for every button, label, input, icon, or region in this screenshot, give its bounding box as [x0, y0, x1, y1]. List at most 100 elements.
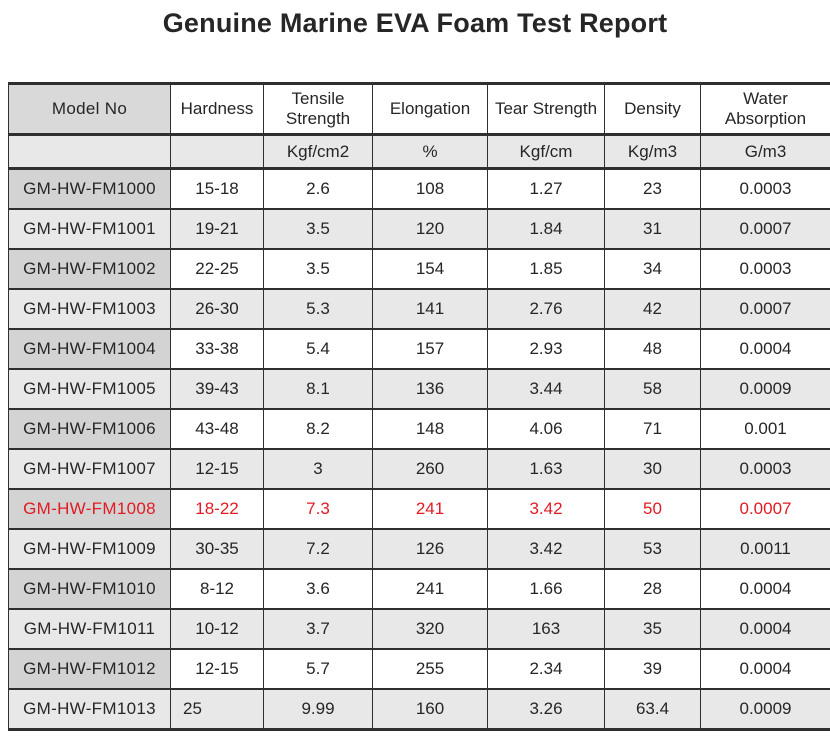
tear-cell: 1.63	[487, 448, 605, 490]
tensile-cell: 3.7	[263, 608, 373, 650]
tear-cell: 3.44	[487, 368, 605, 410]
tensile-cell: 5.3	[263, 288, 373, 330]
density-cell: 30	[604, 448, 701, 490]
density-cell: 50	[604, 488, 701, 530]
tensile-cell: 7.2	[263, 528, 373, 570]
column-header-elongation: Elongation	[372, 82, 488, 136]
density-cell: 31	[604, 208, 701, 250]
hardness-cell: 33-38	[170, 328, 264, 370]
elongation-cell: 141	[372, 288, 488, 330]
hardness-cell: 8-12	[170, 568, 264, 610]
elongation-cell: 154	[372, 248, 488, 290]
tensile-cell: 3.6	[263, 568, 373, 610]
hardness-cell: 19-21	[170, 208, 264, 250]
elongation-cell: 120	[372, 208, 488, 250]
table-row: GM-HW-FM1002 22-25 3.5 154 1.85 34 0.0003	[8, 248, 830, 290]
table-row: GM-HW-FM1012 12-15 5.7 255 2.34 39 0.0004	[8, 648, 830, 690]
elongation-cell: 157	[372, 328, 488, 370]
table-row: GM-HW-FM1003 26-30 5.3 141 2.76 42 0.0007	[8, 288, 830, 330]
hardness-cell: 10-12	[170, 608, 264, 650]
hardness-cell: 30-35	[170, 528, 264, 570]
table-row: GM-HW-FM1009 30-35 7.2 126 3.42 53 0.0011	[8, 528, 830, 570]
eva-foam-test-table: Model No Hardness Tensile Strength Elong…	[8, 82, 830, 731]
model-cell: GM-HW-FM1005	[8, 368, 171, 410]
model-cell: GM-HW-FM1011	[8, 608, 171, 650]
model-cell: GM-HW-FM1001	[8, 208, 171, 250]
elongation-cell: 241	[372, 488, 488, 530]
column-header-tensile-strength: Tensile Strength	[263, 82, 373, 136]
column-header-tear-strength: Tear Strength	[487, 82, 605, 136]
column-header-water-absorption: Water Absorption	[700, 82, 830, 136]
water-cell: 0.0004	[700, 328, 830, 370]
tensile-cell: 7.3	[263, 488, 373, 530]
elongation-cell: 241	[372, 568, 488, 610]
hardness-cell: 22-25	[170, 248, 264, 290]
column-header-density: Density	[604, 82, 701, 136]
model-cell: GM-HW-FM1009	[8, 528, 171, 570]
water-cell: 0.0003	[700, 167, 830, 210]
water-cell: 0.0004	[700, 648, 830, 690]
table-row: GM-HW-FM1010 8-12 3.6 241 1.66 28 0.0004	[8, 568, 830, 610]
density-cell: 63.4	[604, 688, 701, 731]
table-row: GM-HW-FM1008 18-22 7.3 241 3.42 50 0.0007	[8, 488, 830, 530]
tensile-cell: 3.5	[263, 248, 373, 290]
tensile-cell: 5.7	[263, 648, 373, 690]
unit-tensile-strength: Kgf/cm2	[263, 133, 373, 170]
water-cell: 0.0007	[700, 288, 830, 330]
table-row: GM-HW-FM1007 12-15 3 260 1.63 30 0.0003	[8, 448, 830, 490]
hardness-cell: 15-18	[170, 167, 264, 210]
tear-cell: 1.27	[487, 167, 605, 210]
table-row: GM-HW-FM1011 10-12 3.7 320 163 35 0.0004	[8, 608, 830, 650]
hardness-cell: 39-43	[170, 368, 264, 410]
water-cell: 0.0007	[700, 488, 830, 530]
water-cell: 0.0009	[700, 688, 830, 731]
table-row: GM-HW-FM1006 43-48 8.2 148 4.06 71 0.001	[8, 408, 830, 450]
tear-cell: 4.06	[487, 408, 605, 450]
elongation-cell: 108	[372, 167, 488, 210]
hardness-cell: 25	[170, 688, 264, 731]
table-header: Model No Hardness Tensile Strength Elong…	[8, 82, 830, 170]
unit-density: Kg/m3	[604, 133, 701, 170]
density-cell: 58	[604, 368, 701, 410]
density-cell: 23	[604, 167, 701, 210]
table-row: GM-HW-FM1001 19-21 3.5 120 1.84 31 0.0007	[8, 208, 830, 250]
model-cell: GM-HW-FM1006	[8, 408, 171, 450]
elongation-cell: 320	[372, 608, 488, 650]
model-cell: GM-HW-FM1003	[8, 288, 171, 330]
density-cell: 71	[604, 408, 701, 450]
tear-cell: 3.26	[487, 688, 605, 731]
tear-cell: 1.85	[487, 248, 605, 290]
density-cell: 34	[604, 248, 701, 290]
water-cell: 0.0007	[700, 208, 830, 250]
water-cell: 0.001	[700, 408, 830, 450]
density-cell: 48	[604, 328, 701, 370]
tensile-cell: 8.1	[263, 368, 373, 410]
model-cell: GM-HW-FM1008	[8, 488, 171, 530]
model-cell: GM-HW-FM1007	[8, 448, 171, 490]
elongation-cell: 136	[372, 368, 488, 410]
page-title: Genuine Marine EVA Foam Test Report	[162, 8, 668, 38]
tensile-cell: 9.99	[263, 688, 373, 731]
elongation-cell: 260	[372, 448, 488, 490]
tear-cell: 2.76	[487, 288, 605, 330]
unit-water-absorption: G/m3	[700, 133, 830, 170]
unit-hardness	[170, 133, 264, 170]
elongation-cell: 255	[372, 648, 488, 690]
hardness-cell: 18-22	[170, 488, 264, 530]
hardness-cell: 26-30	[170, 288, 264, 330]
tensile-cell: 8.2	[263, 408, 373, 450]
unit-elongation: %	[372, 133, 488, 170]
table-row: GM-HW-FM1004 33-38 5.4 157 2.93 48 0.0004	[8, 328, 830, 370]
water-cell: 0.0011	[700, 528, 830, 570]
tear-cell: 1.84	[487, 208, 605, 250]
density-cell: 35	[604, 608, 701, 650]
water-cell: 0.0003	[700, 248, 830, 290]
water-cell: 0.0009	[700, 368, 830, 410]
tensile-cell: 2.6	[263, 167, 373, 210]
table-row: GM-HW-FM1000 15-18 2.6 108 1.27 23 0.0003	[8, 167, 830, 210]
model-cell: GM-HW-FM1013	[8, 688, 171, 731]
table-body: GM-HW-FM1000 15-18 2.6 108 1.27 23 0.0003 GM-HW…	[8, 167, 830, 731]
model-cell: GM-HW-FM1004	[8, 328, 171, 370]
tear-cell: 3.42	[487, 488, 605, 530]
header-row: Model No Hardness Tensile Strength Elong…	[8, 82, 830, 136]
